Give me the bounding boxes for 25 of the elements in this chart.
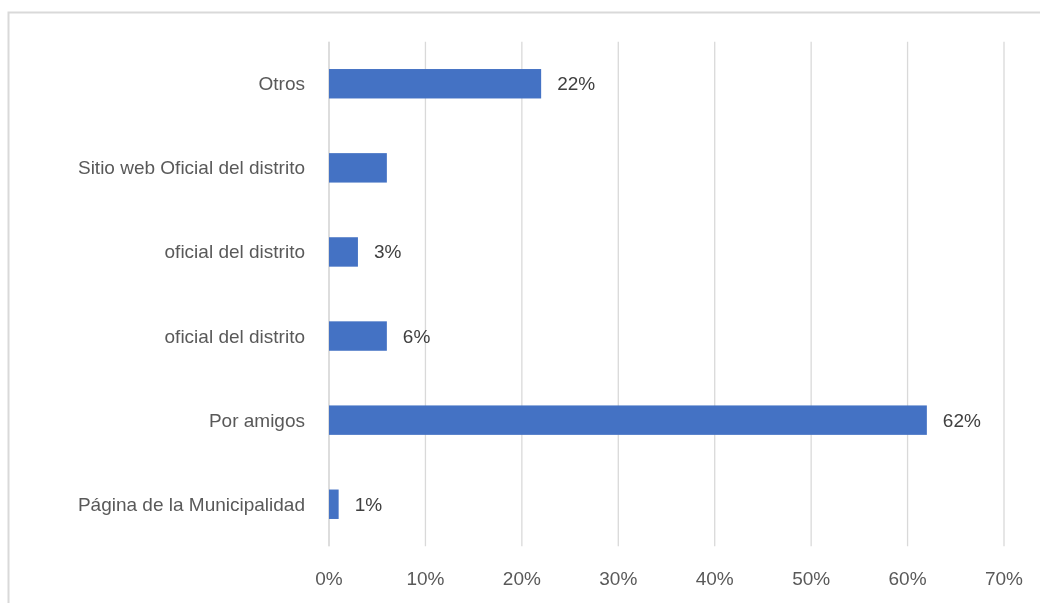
data-label: 6% bbox=[402, 325, 431, 347]
x-tick-label: 70% bbox=[984, 567, 1024, 589]
y-tick-label: oficial del distrito bbox=[164, 325, 305, 347]
bar bbox=[329, 321, 387, 351]
x-tick-label: 10% bbox=[406, 567, 445, 589]
x-tick-label: 20% bbox=[502, 567, 541, 589]
data-label: 3% bbox=[373, 241, 402, 263]
x-tick-label: 50% bbox=[792, 567, 831, 589]
y-tick-label: Por amigos bbox=[208, 409, 305, 431]
y-tick-label: Sitio web Oficial del distrito bbox=[77, 157, 305, 179]
bar bbox=[329, 237, 358, 267]
y-tick-label: Otros bbox=[258, 73, 305, 95]
bar bbox=[329, 405, 927, 435]
y-tick-label: Página de la Municipalidad bbox=[77, 493, 305, 515]
x-tick-label: 0% bbox=[315, 567, 343, 589]
data-label: 1% bbox=[354, 493, 383, 515]
y-tick-label: oficial del distrito bbox=[164, 241, 305, 263]
data-label: 62% bbox=[942, 409, 981, 431]
bar bbox=[329, 489, 339, 519]
x-tick-label: 30% bbox=[599, 567, 638, 589]
bar bbox=[329, 69, 542, 99]
x-tick-label: 60% bbox=[888, 567, 927, 589]
x-tick-label: 40% bbox=[695, 567, 734, 589]
bar bbox=[329, 153, 387, 183]
data-label: 22% bbox=[557, 73, 596, 95]
